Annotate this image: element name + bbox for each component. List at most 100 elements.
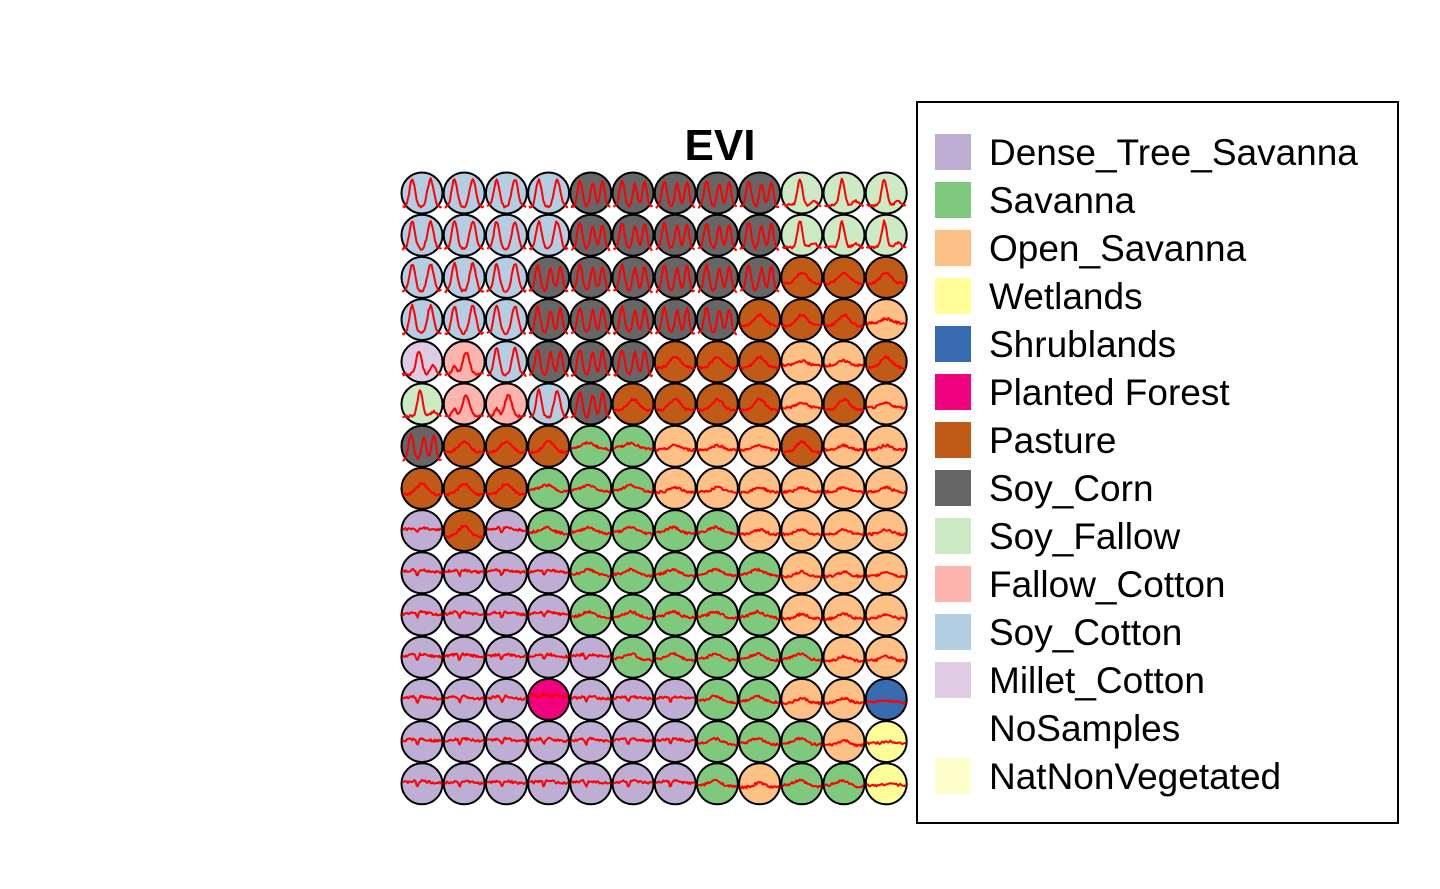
neuron-open-savanna xyxy=(864,635,908,679)
som-neuron xyxy=(695,466,739,510)
som-neuron xyxy=(738,635,782,679)
som-neuron xyxy=(738,298,782,342)
som-neuron xyxy=(653,340,697,384)
neuron-savanna xyxy=(611,551,655,595)
som-neuron xyxy=(822,213,866,257)
neuron-savanna xyxy=(738,635,782,679)
evi-trace xyxy=(528,483,569,494)
evi-trace xyxy=(865,219,907,250)
evi-trace xyxy=(528,305,569,335)
neuron-dense-tree-savanna xyxy=(484,720,528,764)
neuron-dense-tree-savanna xyxy=(569,762,613,806)
neuron-dense-tree-savanna xyxy=(484,593,528,637)
evi-trace xyxy=(528,609,569,618)
som-neuron xyxy=(527,635,571,679)
som-neuron xyxy=(611,509,655,553)
som-neuron xyxy=(738,382,782,426)
som-neuron xyxy=(484,382,528,426)
som-neuron xyxy=(738,255,782,299)
neuron-dense-tree-savanna xyxy=(527,593,571,637)
evi-trace xyxy=(401,778,443,788)
neuron-dense-tree-savanna xyxy=(569,635,613,679)
evi-trace xyxy=(570,525,611,536)
evi-trace xyxy=(739,527,780,537)
neuron-pasture xyxy=(822,255,866,299)
neuron-open-savanna xyxy=(780,551,824,595)
evi-trace xyxy=(486,221,527,251)
evi-trace xyxy=(444,568,485,578)
neuron-savanna xyxy=(738,720,782,764)
neuron-pasture xyxy=(653,340,697,384)
som-neuron xyxy=(527,340,571,384)
neuron-dense-tree-savanna xyxy=(400,762,444,806)
evi-trace xyxy=(655,180,696,209)
evi-trace xyxy=(697,652,738,662)
som-neuron xyxy=(822,466,866,510)
som-neuron xyxy=(611,720,655,764)
neuron-savanna xyxy=(611,424,655,468)
som-neuron xyxy=(653,551,697,595)
som-neuron xyxy=(864,382,908,426)
evi-trace xyxy=(739,180,780,209)
neuron-pasture xyxy=(695,340,739,384)
evi-trace xyxy=(655,567,695,578)
som-neuron xyxy=(442,635,486,679)
evi-trace xyxy=(612,305,653,336)
legend-item: Fallow_Cotton xyxy=(935,564,1226,605)
som-neuron xyxy=(442,551,486,595)
legend-item: NatNonVegetated xyxy=(935,756,1281,797)
som-neuron xyxy=(695,593,739,637)
som-neuron xyxy=(780,424,824,468)
evi-trace xyxy=(402,433,442,462)
neuron-dense-tree-savanna xyxy=(484,551,528,595)
evi-trace xyxy=(486,263,527,293)
neuron-dense-tree-savanna xyxy=(442,551,486,595)
som-neuron xyxy=(400,298,444,342)
evi-trace xyxy=(528,439,569,455)
som-neuron xyxy=(527,171,571,215)
evi-trace xyxy=(782,612,822,621)
som-neuron xyxy=(822,509,866,553)
neuron-savanna xyxy=(569,551,613,595)
neuron-shrublands xyxy=(864,677,908,721)
neuron-savanna xyxy=(611,635,655,679)
som-neuron xyxy=(780,171,824,215)
som-neuron xyxy=(442,213,486,257)
evi-trace xyxy=(781,220,822,250)
neuron-savanna xyxy=(738,593,782,637)
evi-trace xyxy=(655,737,695,745)
som-neuron xyxy=(653,298,697,342)
evi-trace xyxy=(739,313,780,328)
neuron-soy-cotton xyxy=(527,382,571,426)
neuron-savanna xyxy=(527,509,571,553)
evi-trace xyxy=(444,652,485,661)
som-neuron xyxy=(442,762,486,806)
evi-trace xyxy=(865,485,907,495)
evi-trace xyxy=(739,694,780,705)
neuron-pasture xyxy=(484,466,528,510)
neuron-open-savanna xyxy=(695,466,739,510)
evi-trace xyxy=(697,443,738,452)
neuron-dense-tree-savanna xyxy=(400,593,444,637)
neuron-savanna xyxy=(738,551,782,595)
som-neuron xyxy=(484,466,528,510)
neuron-open-savanna xyxy=(822,551,866,595)
neuron-soy-fallow xyxy=(822,171,866,215)
som-neuron xyxy=(484,340,528,384)
neuron-fallow-cotton xyxy=(442,382,486,426)
som-neuron xyxy=(695,171,739,215)
som-neuron xyxy=(653,255,697,299)
neuron-dense-tree-savanna xyxy=(611,677,655,721)
evi-trace xyxy=(528,388,569,419)
legend-item: Savanna xyxy=(935,180,1135,221)
evi-trace xyxy=(655,652,696,662)
evi-trace xyxy=(486,736,527,745)
evi-trace xyxy=(613,779,653,788)
som-neuron xyxy=(864,213,908,257)
som-neuron xyxy=(442,720,486,764)
neuron-savanna xyxy=(653,509,697,553)
som-neuron xyxy=(569,340,613,384)
som-neuron xyxy=(400,171,444,215)
legend-item: Pasture xyxy=(935,420,1117,461)
neuron-fallow-cotton xyxy=(442,340,486,384)
